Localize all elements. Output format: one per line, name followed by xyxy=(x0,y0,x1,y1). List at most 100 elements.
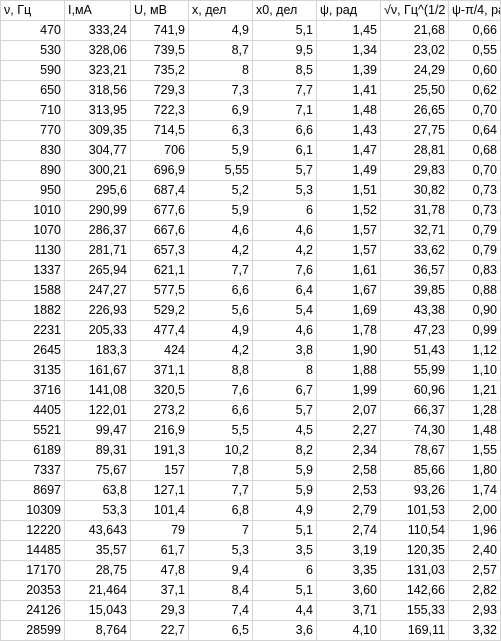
table-cell[interactable]: 5,4 xyxy=(252,300,317,321)
table-cell[interactable]: 320,5 xyxy=(130,380,189,401)
table-cell[interactable]: 74,30 xyxy=(380,420,449,441)
table-cell[interactable]: 4,6 xyxy=(252,320,317,341)
table-cell[interactable]: 101,53 xyxy=(380,500,449,521)
table-cell[interactable]: 0,90 xyxy=(448,300,501,321)
table-cell[interactable]: 5,5 xyxy=(188,420,253,441)
table-cell[interactable]: 0,70 xyxy=(448,100,501,121)
table-cell[interactable]: 0,70 xyxy=(448,160,501,181)
table-cell[interactable]: 28599 xyxy=(0,620,65,641)
table-cell[interactable]: 205,33 xyxy=(64,320,131,341)
table-cell[interactable]: 7,1 xyxy=(252,100,317,121)
header-cell[interactable]: ψ-π/4, рад xyxy=(448,0,501,21)
table-cell[interactable]: 0,66 xyxy=(448,20,501,41)
table-cell[interactable]: 3,35 xyxy=(316,560,381,581)
table-cell[interactable]: 5,3 xyxy=(252,180,317,201)
table-cell[interactable]: 5,1 xyxy=(252,580,317,601)
table-cell[interactable]: 2645 xyxy=(0,340,65,361)
table-cell[interactable]: 1,78 xyxy=(316,320,381,341)
header-cell[interactable]: ψ, рад xyxy=(316,0,381,21)
table-cell[interactable]: 26,65 xyxy=(380,100,449,121)
table-cell[interactable]: 6,4 xyxy=(252,280,317,301)
table-cell[interactable]: 295,6 xyxy=(64,180,131,201)
table-cell[interactable]: 7 xyxy=(188,520,253,541)
table-cell[interactable]: 10,2 xyxy=(188,440,253,461)
table-cell[interactable]: 1070 xyxy=(0,220,65,241)
table-cell[interactable]: 1,34 xyxy=(316,40,381,61)
table-cell[interactable]: 55,99 xyxy=(380,360,449,381)
table-cell[interactable]: 657,3 xyxy=(130,240,189,261)
table-cell[interactable]: 0,99 xyxy=(448,320,501,341)
table-cell[interactable]: 161,67 xyxy=(64,360,131,381)
table-cell[interactable]: 8,2 xyxy=(252,440,317,461)
table-cell[interactable]: 131,03 xyxy=(380,560,449,581)
table-cell[interactable]: 323,21 xyxy=(64,60,131,81)
table-cell[interactable]: 8,764 xyxy=(64,620,131,641)
table-cell[interactable]: 60,96 xyxy=(380,380,449,401)
table-cell[interactable]: 1,21 xyxy=(448,380,501,401)
table-cell[interactable]: 5,9 xyxy=(188,140,253,161)
table-cell[interactable]: 2,79 xyxy=(316,500,381,521)
table-cell[interactable]: 677,6 xyxy=(130,200,189,221)
table-cell[interactable]: 950 xyxy=(0,180,65,201)
table-cell[interactable]: 39,85 xyxy=(380,280,449,301)
table-cell[interactable]: 28,75 xyxy=(64,560,131,581)
table-cell[interactable]: 2,07 xyxy=(316,400,381,421)
table-cell[interactable]: 5,9 xyxy=(252,480,317,501)
table-cell[interactable]: 7,7 xyxy=(188,260,253,281)
table-cell[interactable]: 3,6 xyxy=(252,620,317,641)
table-cell[interactable]: 1,69 xyxy=(316,300,381,321)
table-cell[interactable]: 1,57 xyxy=(316,220,381,241)
table-cell[interactable]: 5,3 xyxy=(188,540,253,561)
table-cell[interactable]: 1,51 xyxy=(316,180,381,201)
table-cell[interactable]: 5,55 xyxy=(188,160,253,181)
table-cell[interactable]: 66,37 xyxy=(380,400,449,421)
header-cell[interactable]: √ν, Гц^(1/2 xyxy=(380,0,449,21)
table-cell[interactable]: 8,5 xyxy=(252,60,317,81)
table-cell[interactable]: 1,57 xyxy=(316,240,381,261)
table-cell[interactable]: 735,2 xyxy=(130,60,189,81)
header-cell[interactable]: x0, дел xyxy=(252,0,317,21)
table-cell[interactable]: 157 xyxy=(130,460,189,481)
table-cell[interactable]: 1,39 xyxy=(316,60,381,81)
table-cell[interactable]: 477,4 xyxy=(130,320,189,341)
table-cell[interactable]: 5,9 xyxy=(252,460,317,481)
table-cell[interactable]: 75,67 xyxy=(64,460,131,481)
table-cell[interactable]: 4,6 xyxy=(188,220,253,241)
table-cell[interactable]: 1,10 xyxy=(448,360,501,381)
table-cell[interactable]: 2,34 xyxy=(316,440,381,461)
table-cell[interactable]: 2,58 xyxy=(316,460,381,481)
table-cell[interactable]: 0,83 xyxy=(448,260,501,281)
table-cell[interactable]: 36,57 xyxy=(380,260,449,281)
table-cell[interactable]: 1,43 xyxy=(316,120,381,141)
table-cell[interactable]: 6 xyxy=(252,200,317,221)
table-cell[interactable]: 770 xyxy=(0,120,65,141)
table-cell[interactable]: 226,93 xyxy=(64,300,131,321)
table-cell[interactable]: 706 xyxy=(130,140,189,161)
table-cell[interactable]: 5,6 xyxy=(188,300,253,321)
header-cell[interactable]: I,мА xyxy=(64,0,131,21)
table-cell[interactable]: 318,56 xyxy=(64,80,131,101)
table-cell[interactable]: 7,8 xyxy=(188,460,253,481)
table-cell[interactable]: 687,4 xyxy=(130,180,189,201)
table-cell[interactable]: 183,3 xyxy=(64,340,131,361)
table-cell[interactable]: 37,1 xyxy=(130,580,189,601)
table-cell[interactable]: 10309 xyxy=(0,500,65,521)
table-cell[interactable]: 7,6 xyxy=(252,260,317,281)
table-cell[interactable]: 216,9 xyxy=(130,420,189,441)
table-cell[interactable]: 4,6 xyxy=(252,220,317,241)
table-cell[interactable]: 1,48 xyxy=(316,100,381,121)
table-cell[interactable]: 7,3 xyxy=(188,80,253,101)
table-cell[interactable]: 61,7 xyxy=(130,540,189,561)
table-cell[interactable]: 1,41 xyxy=(316,80,381,101)
table-cell[interactable]: 5,1 xyxy=(252,20,317,41)
table-cell[interactable]: 328,06 xyxy=(64,40,131,61)
table-cell[interactable]: 1588 xyxy=(0,280,65,301)
table-cell[interactable]: 5,7 xyxy=(252,160,317,181)
table-cell[interactable]: 79 xyxy=(130,520,189,541)
table-cell[interactable]: 6189 xyxy=(0,440,65,461)
table-cell[interactable]: 1,49 xyxy=(316,160,381,181)
table-cell[interactable]: 31,78 xyxy=(380,200,449,221)
table-cell[interactable]: 4,10 xyxy=(316,620,381,641)
table-cell[interactable]: 309,35 xyxy=(64,120,131,141)
table-cell[interactable]: 2,40 xyxy=(448,540,501,561)
